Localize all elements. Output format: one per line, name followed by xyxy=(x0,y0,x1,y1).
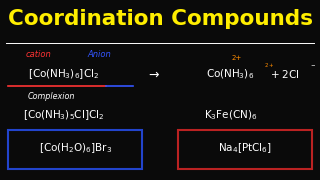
Text: K$_3$Fe$($CN$)_6$: K$_3$Fe$($CN$)_6$ xyxy=(204,108,257,122)
Text: $^{2+}$: $^{2+}$ xyxy=(264,62,275,71)
Text: cation: cation xyxy=(26,50,51,59)
Text: Coordination Compounds: Coordination Compounds xyxy=(7,9,313,29)
Text: $\rightarrow$: $\rightarrow$ xyxy=(147,67,161,80)
Text: Na$_4[$PtCl$_6]$: Na$_4[$PtCl$_6]$ xyxy=(218,142,272,155)
Text: 2+: 2+ xyxy=(232,55,242,62)
Text: $[$Co$($NH$_3)_6]$Cl$_2$: $[$Co$($NH$_3)_6]$Cl$_2$ xyxy=(28,67,100,81)
Text: Complexion: Complexion xyxy=(28,92,75,101)
Text: $+$ 2Cl: $+$ 2Cl xyxy=(270,68,300,80)
Text: $^-$: $^-$ xyxy=(309,62,316,71)
Text: $[$Co$($NH$_3)_5$Cl$]$Cl$_2$: $[$Co$($NH$_3)_5$Cl$]$Cl$_2$ xyxy=(23,108,105,122)
Text: $[$Co$($H$_2$O$)_6]$Br$_3$: $[$Co$($H$_2$O$)_6]$Br$_3$ xyxy=(38,142,112,155)
Text: Anion: Anion xyxy=(87,50,111,59)
Text: Co$($NH$_3)_6$: Co$($NH$_3)_6$ xyxy=(206,67,254,81)
